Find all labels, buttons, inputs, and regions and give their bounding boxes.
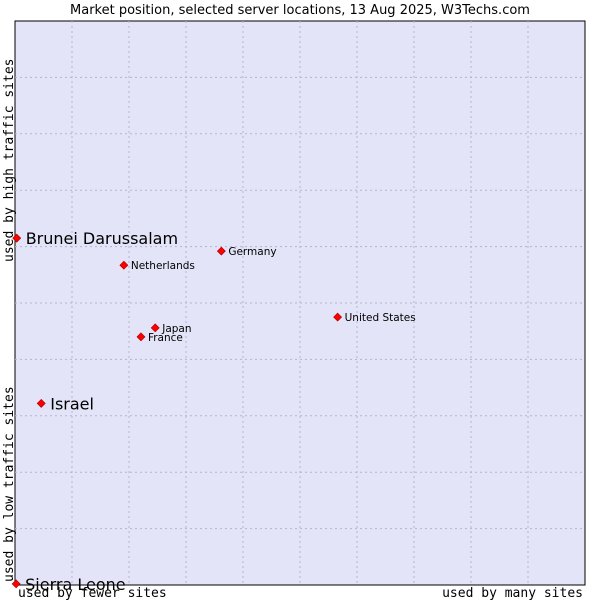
data-point-marker: [333, 312, 343, 322]
x-axis-label-left: used by fewer sites: [18, 586, 167, 600]
data-point-marker: [216, 246, 226, 256]
data-point-marker: [11, 579, 21, 589]
data-point-marker: [36, 398, 46, 408]
x-axis-label-right: used by many sites: [442, 586, 583, 600]
y-axis-label-bottom: used by low traffic sites: [2, 386, 17, 582]
data-point-label: France: [148, 332, 183, 344]
data-point-marker: [12, 233, 22, 243]
data-point-label: Israel: [50, 394, 94, 413]
data-point-label: Japan: [161, 323, 191, 335]
data-point-label: Brunei Darussalam: [26, 229, 178, 248]
data-point-label: Netherlands: [131, 260, 195, 272]
data-point-label: Sierra Leone: [25, 575, 125, 594]
chart-title: Market position, selected server locatio…: [70, 3, 530, 18]
data-points: Brunei Darussalam Israel Sierra Leone Germa…: [11, 229, 416, 594]
data-point-label: Germany: [228, 246, 276, 258]
grid-lines: [15, 21, 585, 585]
data-point-marker: [150, 323, 160, 333]
y-axis-label-top: used by high traffic sites: [2, 59, 17, 263]
data-point-label: United States: [345, 312, 416, 324]
data-point-marker: [136, 332, 146, 342]
data-point-marker: [119, 260, 129, 270]
